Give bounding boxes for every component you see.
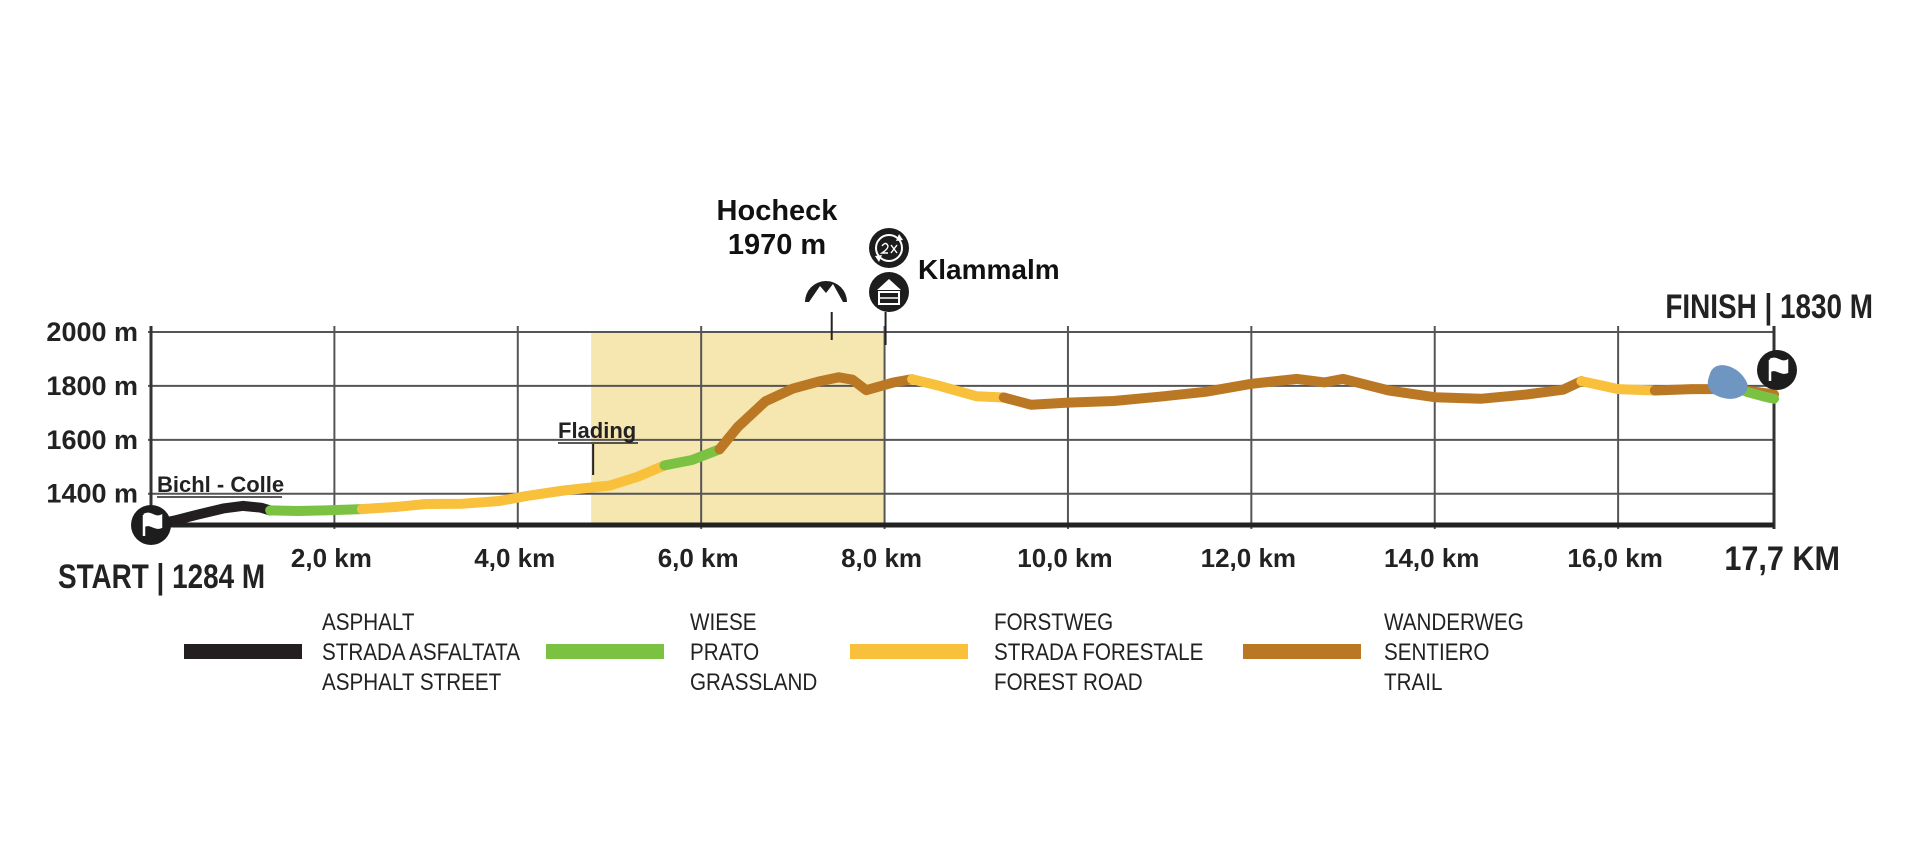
legend-swatch-forest-road [850, 644, 968, 659]
legend-label-asphalt: ASPHALT [322, 609, 415, 636]
lake-icon [1707, 365, 1748, 399]
legend-label-grassland: WIESE [690, 609, 756, 636]
icon-layer [131, 228, 1797, 545]
profile-line-layer [146, 372, 1779, 530]
hut-roof-glyph [877, 279, 901, 290]
x-tick-label: 16,0 km [1567, 543, 1662, 573]
flading-label: Flading [558, 418, 636, 443]
grid-layer [148, 312, 1776, 529]
legend-label-asphalt: ASPHALT STREET [322, 669, 502, 696]
x-tick-label: 4,0 km [474, 543, 555, 573]
lift-2x2-ring-glyph [875, 234, 903, 262]
legend: ASPHALT STRADA ASFALTATA ASPHALT STREET WIE… [184, 609, 1524, 696]
label-layer: 1400 m 1600 m 1800 m 2000 m 2,0 km 4,0 km 6,0 … [46, 195, 1873, 596]
end-distance-label: 17,7 KM [1724, 540, 1840, 578]
legend-label-trail: WANDERWEG [1384, 609, 1524, 636]
legend-label-asphalt: STRADA ASFALTATA [322, 639, 520, 666]
lift-2x2-arrows-glyph [875, 234, 903, 262]
x-tick-label: 2,0 km [291, 543, 372, 573]
y-tick-label: 1600 m [46, 425, 138, 455]
legend-label-grassland: PRATO [690, 639, 759, 666]
klammalm-label: Klammalm [918, 254, 1060, 285]
profile-segment-asphalt [146, 500, 276, 530]
legend-label-trail: SENTIERO [1384, 639, 1489, 666]
profile-segment-trail [998, 373, 1587, 410]
x-tick-label: 6,0 km [658, 543, 739, 573]
profile-segment-grassland [659, 444, 725, 471]
lift-2x2-text-glyph [879, 242, 898, 254]
profile-segment-grassland [1741, 386, 1779, 404]
y-tick-label: 1400 m [46, 479, 138, 509]
legend-label-grassland: GRASSLAND [690, 669, 817, 696]
y-tick-label: 2000 m [46, 317, 138, 347]
profile-segment-forest-road [356, 460, 670, 515]
legend-label-forest-road: FORSTWEG [994, 609, 1113, 636]
profile-segment-forest-road [907, 374, 1009, 403]
legend-swatch-asphalt [184, 644, 302, 659]
profile-segment-forest-road [1576, 376, 1660, 396]
start-label: START | 1284 M [58, 557, 265, 595]
legend-label-forest-road: STRADA FORESTALE [994, 639, 1203, 666]
mountain-peak-glyph [809, 284, 843, 302]
y-tick-label: 1800 m [46, 371, 138, 401]
x-tick-label: 10,0 km [1017, 543, 1112, 573]
finish-label: FINISH | 1830 M [1665, 287, 1873, 325]
profile-segment-grassland [265, 504, 367, 516]
x-tick-label: 14,0 km [1384, 543, 1479, 573]
x-tick-label: 12,0 km [1201, 543, 1296, 573]
profile-segment-trail [714, 372, 918, 455]
start-flag-glyph [142, 512, 163, 536]
finish-flag-glyph [1768, 357, 1789, 381]
hocheck-label: Hocheck [717, 195, 839, 227]
legend-swatch-trail [1243, 644, 1361, 659]
legend-swatch-grassland [546, 644, 664, 659]
hocheck-elevation-label: 1970 m [728, 229, 826, 261]
x-tick-label: 8,0 km [841, 543, 922, 573]
legend-label-trail: TRAIL [1384, 669, 1442, 696]
legend-label-forest-road: FOREST ROAD [994, 669, 1143, 696]
bichl-colle-label: Bichl - Colle [157, 472, 284, 497]
